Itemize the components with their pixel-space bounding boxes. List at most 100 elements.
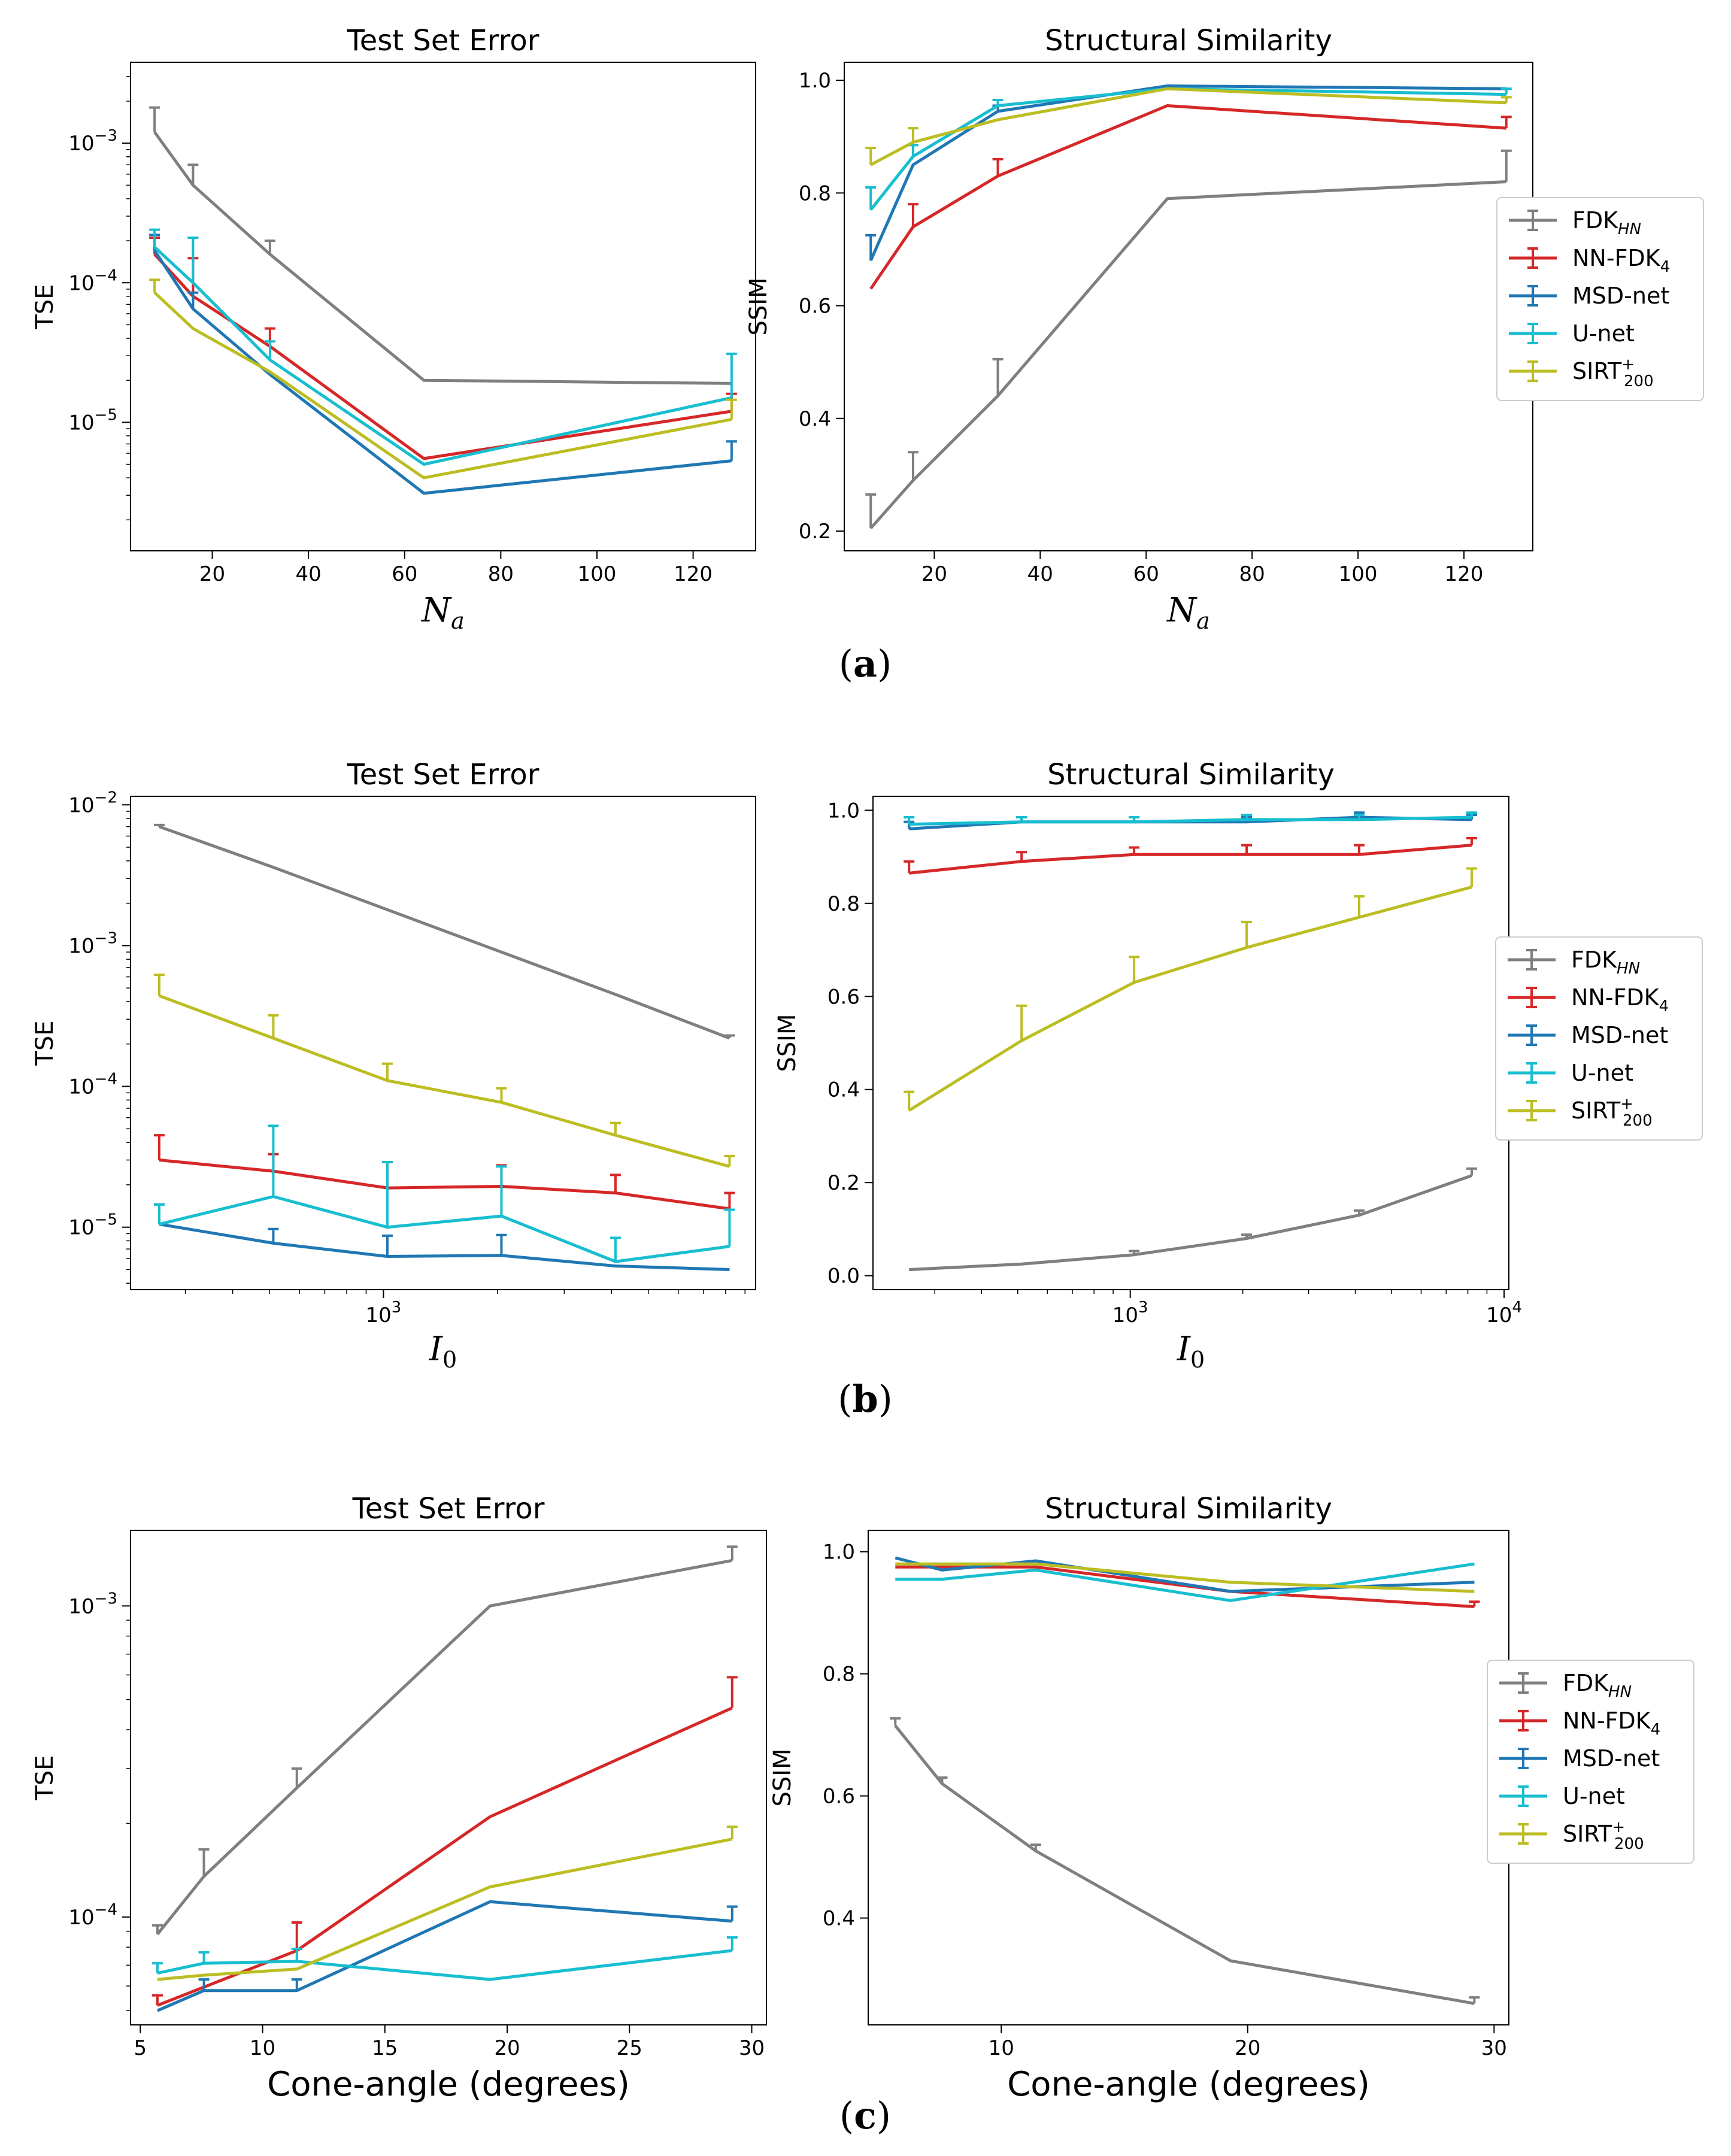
legend-item: SIRT+ 200 <box>1499 1818 1644 1853</box>
series-line-sirt-200 <box>153 291 732 480</box>
panel-label: (b) <box>838 1377 893 1421</box>
series-line-nn-fdk-4 <box>908 844 1472 875</box>
x-tick-label: 30 <box>739 2036 765 2060</box>
error-bar <box>1241 1233 1253 1239</box>
y-tick-label: 0.8 <box>827 892 860 916</box>
error-bar <box>1129 956 1140 983</box>
chart-title: Test Set Error <box>352 1492 545 1526</box>
error-bar <box>1500 116 1512 129</box>
error-bar <box>936 1776 948 1784</box>
y-tick-label: 1.0 <box>799 69 831 93</box>
x-tick-label: 10 <box>250 2036 275 2060</box>
series-line-nn-fdk-4 <box>159 1159 730 1211</box>
legend-item: U-net <box>1508 1060 1633 1086</box>
y-tick-label: 10−3 <box>68 929 117 958</box>
error-bar <box>198 1978 210 1991</box>
x-tick-label: 20 <box>1235 2036 1260 2060</box>
error-bar <box>724 1208 735 1247</box>
x-tick-label: 40 <box>1027 562 1053 586</box>
error-bar <box>1469 1600 1480 1607</box>
legend-label: U-net <box>1572 320 1635 347</box>
series-line-fdk-hn <box>159 825 730 1040</box>
legend-label: NN-FDK4 <box>1563 1708 1660 1739</box>
error-bar <box>1469 1996 1480 2004</box>
error-bar <box>187 291 199 309</box>
y-tick-label: 0.8 <box>823 1663 855 1687</box>
legend-label: U-net <box>1571 1060 1633 1086</box>
legend-label: SIRT+ 200 <box>1572 356 1654 390</box>
error-bar <box>291 1921 302 1951</box>
legend-item: MSD-net <box>1509 283 1669 309</box>
error-bar <box>724 1034 735 1039</box>
y-tick-label: 0.8 <box>799 181 831 205</box>
legend-item: U-net <box>1499 1783 1625 1809</box>
error-bar <box>496 1087 507 1103</box>
y-tick-label: 0.2 <box>799 520 831 544</box>
y-axis-label: SSIM <box>769 1748 796 1806</box>
legend-item: FDKHN <box>1499 1670 1632 1701</box>
error-bar <box>724 1154 735 1167</box>
legend-label: MSD-net <box>1571 1022 1668 1048</box>
error-bar <box>724 1191 735 1209</box>
y-tick-label: 10−4 <box>68 1901 117 1930</box>
error-bar <box>151 1924 163 1934</box>
series-line-nn-fdk-4 <box>156 1706 733 2007</box>
legend-frame <box>1495 936 1703 1141</box>
x-tick-label: 10 <box>989 2036 1014 2060</box>
x-tick-label: 100 <box>1339 562 1378 586</box>
error-bar <box>291 1978 302 1991</box>
error-bar <box>268 1227 279 1244</box>
error-bar <box>264 239 275 254</box>
error-bar <box>496 1233 507 1256</box>
error-bar <box>865 234 877 261</box>
error-bar <box>610 1236 621 1262</box>
x-tick-label: 5 <box>134 2036 147 2060</box>
legend: FDKHN NN-FDK4 MSD-net U-net SIRT+ 200 <box>1495 936 1703 1141</box>
error-bar <box>381 1160 393 1227</box>
x-axis-label: Cone-angle (degrees) <box>267 2065 630 2104</box>
y-tick-label: 10−3 <box>68 127 117 156</box>
x-tick-label: 80 <box>1239 562 1265 586</box>
series-line-u-net <box>895 1562 1475 1602</box>
error-bar <box>610 1173 621 1193</box>
series-line-sirt-200 <box>870 87 1506 166</box>
error-bar <box>865 493 877 529</box>
x-tick-label: 103 <box>1112 1299 1148 1327</box>
y-tick-label: 1.0 <box>823 1541 855 1564</box>
legend-frame <box>1487 1660 1694 1864</box>
legend-label: FDKHN <box>1571 947 1640 978</box>
panel-label: (c) <box>839 2094 891 2137</box>
error-bar <box>908 451 918 481</box>
y-tick-label: 10−5 <box>68 1211 117 1240</box>
y-tick-label: 0.6 <box>799 295 831 319</box>
series-line-sirt-200 <box>159 994 730 1168</box>
x-tick-label: 60 <box>1133 562 1159 586</box>
y-axis-label: TSE <box>31 284 59 329</box>
error-bar <box>268 1124 279 1197</box>
error-bar <box>1466 867 1477 887</box>
y-tick-label: 10−4 <box>68 266 117 295</box>
x-axis-label: Na <box>1166 591 1210 634</box>
chart-panel-2: Structural Similarity SSIM Na 0.2 0.4 0.6 0.8 1… <box>745 24 1704 634</box>
y-tick-label: 0.4 <box>823 1907 855 1931</box>
legend-item: MSD-net <box>1508 1022 1668 1048</box>
plot-frame <box>130 796 756 1290</box>
x-axis-label: Cone-angle (degrees) <box>1007 2065 1370 2104</box>
error-bar <box>1466 811 1477 817</box>
error-bar <box>381 1062 393 1081</box>
error-bar <box>153 1203 165 1224</box>
legend-item: FDKHN <box>1508 947 1640 978</box>
error-bar <box>726 352 737 398</box>
legend-item: NN-FDK4 <box>1509 245 1670 276</box>
x-tick-label: 100 <box>578 562 617 586</box>
error-bar <box>264 340 275 360</box>
y-tick-label: 10−5 <box>68 406 117 435</box>
y-tick-label: 0.6 <box>827 985 860 1009</box>
x-tick-label: 104 <box>1486 1299 1522 1327</box>
error-bar <box>890 1717 901 1726</box>
chart-title: Test Set Error <box>347 24 539 57</box>
error-bar <box>1500 87 1512 95</box>
error-bar <box>1129 815 1140 822</box>
error-bar <box>153 823 165 827</box>
